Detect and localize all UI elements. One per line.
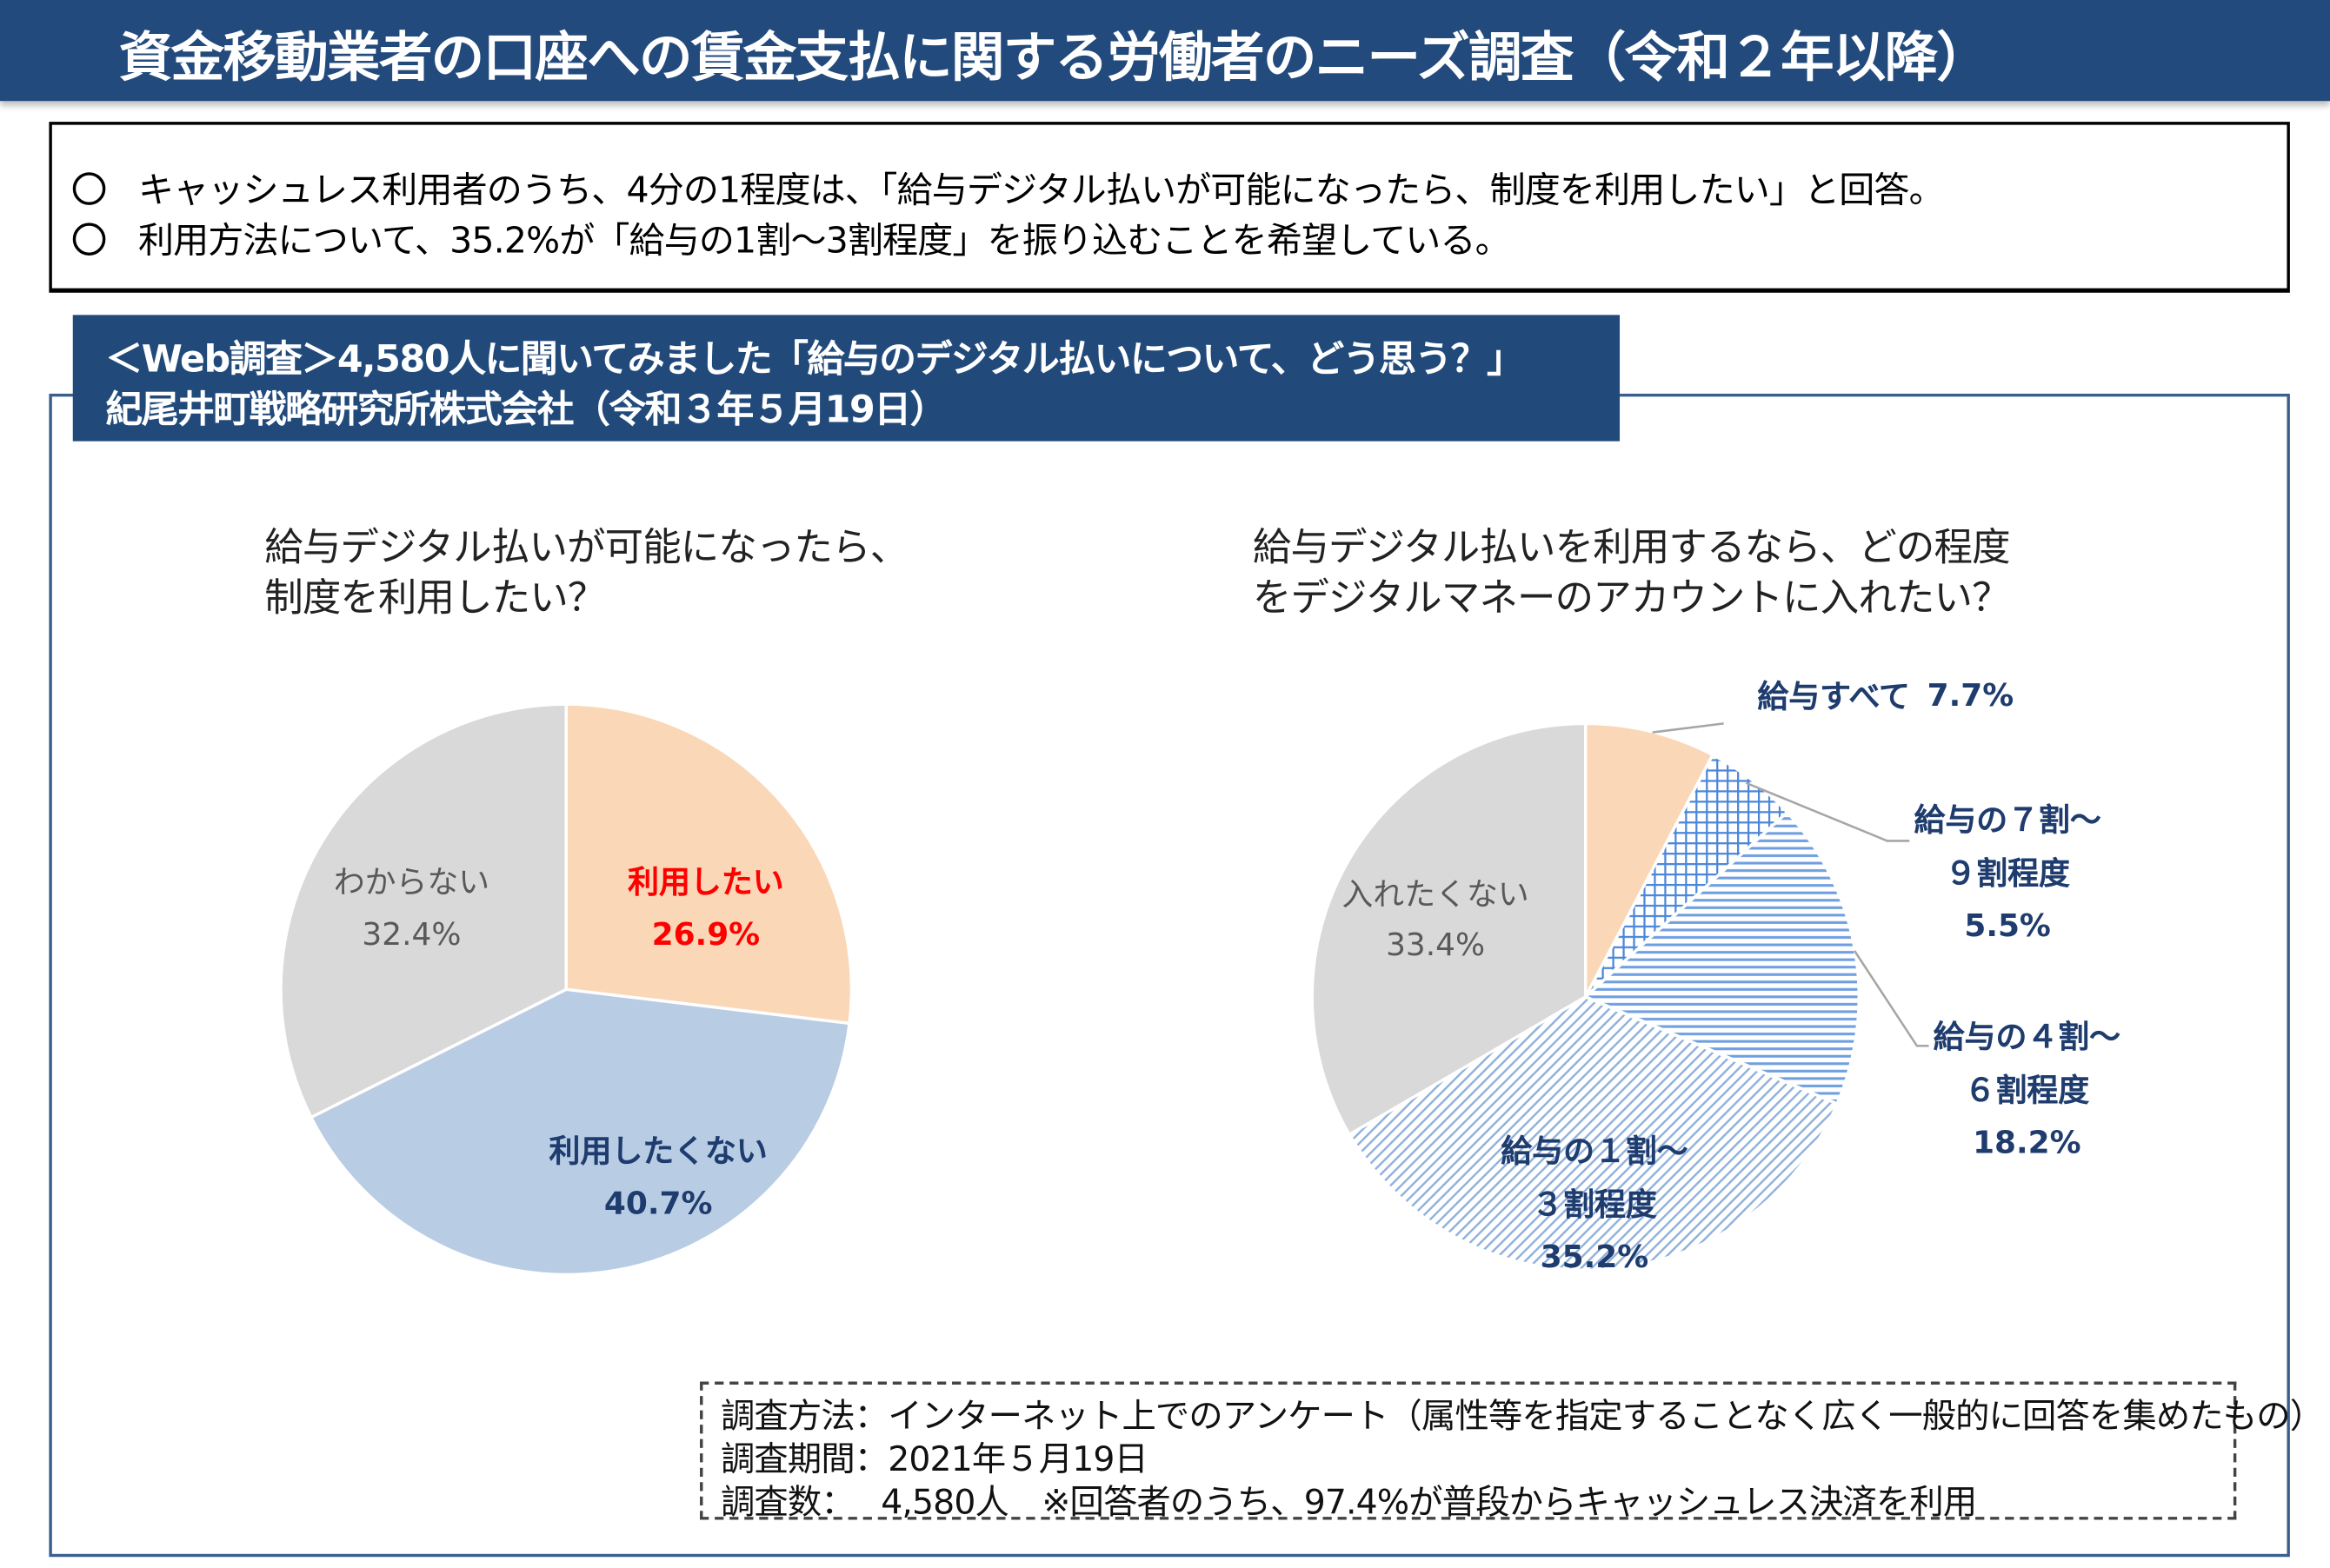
survey-notes: 調査方法：インターネット上でのアンケート（属性等を指定することなく広く一般的に回…: [700, 1381, 2324, 1523]
summary-box: キャッシュレス利用者のうち、4分の1程度は、「給与デジタル払いが可能になったら、…: [49, 122, 2290, 293]
slice-value: 33.4%: [1386, 927, 1486, 963]
slice-value: 5.5%: [1964, 907, 2051, 944]
slice-label: 給与の７割〜 ９割程度: [1914, 801, 2101, 892]
slice-value: 32.4%: [362, 916, 462, 953]
survey-header-line2: 紀尾井町戦略研究所株式会社（令和３年５月19日）: [105, 388, 947, 431]
slice-value: 18.2%: [1973, 1124, 2081, 1160]
summary-text: キャッシュレス利用者のうち、4分の1程度は、「給与デジタル払いが可能になったら、…: [137, 169, 1945, 211]
right-chart-title: 給与デジタル払いを利用するなら、どの程度 をデジタルマネーのアカウントに入れたい…: [1252, 526, 2011, 621]
summary-text: 利用方法について、35.2%が「給与の1割〜3割程度」を振り込むことを希望してい…: [137, 219, 1511, 262]
survey-header-line1: ＜Web調査＞4,580人に聞いてみました「給与のデジタル払いについて、どう思う…: [105, 336, 1524, 381]
leader-line: [1745, 781, 1910, 842]
pie-slice: [1347, 994, 1840, 1272]
summary-item: キャッシュレス利用者のうち、4分の1程度は、「給与デジタル払いが可能になったら、…: [72, 161, 1945, 213]
slice-label: 給与の４割〜 ６割程度: [1933, 1019, 2121, 1109]
note-count: 調査数： 4,580人 ※回答者のうち、97.4%が普段からキャッシュレス決済を…: [720, 1484, 1977, 1523]
slice-label: 給与すべて: [1757, 679, 1910, 715]
pie-slice: [279, 702, 568, 1120]
slice-label: わからない: [333, 864, 490, 900]
slice-label: 利用したい: [628, 864, 784, 900]
page-title: 資金移動業者の口座への賃金支払に関する労働者のニーズ調査（令和２年以降）: [118, 28, 1990, 90]
circle-bullet-icon: [72, 223, 106, 256]
survey-header: ＜Web調査＞4,580人に聞いてみました「給与のデジタル払いについて、どう思う…: [72, 315, 1621, 442]
slice-label: 給与の１割〜 ３割程度: [1501, 1133, 1688, 1223]
leader-line: [1652, 722, 1724, 734]
note-period: 調査期間：2021年５月19日: [720, 1440, 1148, 1480]
slice-value: 35.2%: [1540, 1239, 1649, 1275]
leader-line: [1854, 950, 1929, 1047]
left-chart-title: 給与デジタル払いが可能になったら、 制度を利用したい？: [264, 526, 909, 621]
pie-slice: [1310, 721, 1588, 1137]
slice-label: 入れたくない: [1341, 876, 1529, 913]
slice-value: 40.7%: [603, 1185, 713, 1221]
summary-item: 利用方法について、35.2%が「給与の1割〜3割程度」を振り込むことを希望してい…: [72, 211, 1511, 263]
slice-value: 26.9%: [651, 916, 761, 953]
circle-bullet-icon: [72, 172, 106, 205]
note-method: 調査方法：インターネット上でのアンケート（属性等を指定することなく広く一般的に回…: [720, 1398, 2324, 1437]
title-bar: 資金移動業者の口座への賃金支払に関する労働者のニーズ調査（令和２年以降）: [0, 0, 2330, 102]
slice-label: 利用したくない: [549, 1133, 768, 1170]
pie-slice: [309, 987, 851, 1277]
pie-slice: [1584, 721, 1715, 998]
slice-value: 7.7%: [1927, 677, 2014, 714]
pie-slice: [564, 702, 854, 1026]
